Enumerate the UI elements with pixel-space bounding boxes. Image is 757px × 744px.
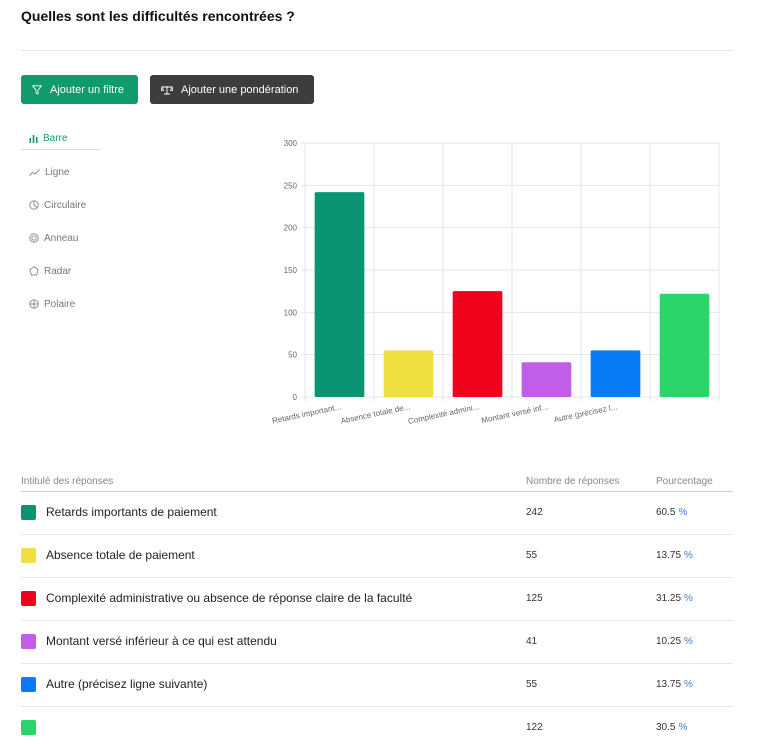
percentage-value: 31.25: [656, 593, 682, 604]
chart-type-bar-label: Barre: [43, 133, 68, 144]
y-tick-label: 50: [288, 351, 297, 360]
color-swatch: [21, 720, 36, 735]
table-row: 122 30.5%: [21, 707, 733, 744]
bar: [383, 350, 434, 397]
y-tick-label: 200: [284, 224, 298, 233]
answer-label: Montant versé inférieur à ce qui est att…: [46, 634, 277, 648]
bar: [452, 291, 503, 397]
percentage-value: 13.75: [656, 679, 682, 690]
y-tick-label: 0: [293, 393, 298, 402]
percent-symbol: %: [678, 722, 688, 733]
add-weighting-label: Ajouter une pondération: [181, 83, 299, 96]
percent-symbol: %: [684, 550, 693, 561]
color-swatch: [21, 548, 36, 563]
answer-count: 41: [526, 636, 538, 647]
table-row: Absence totale de paiement 55 13.75%: [21, 535, 733, 578]
chart-type-bar[interactable]: Barre: [21, 128, 101, 150]
add-filter-button[interactable]: Ajouter un filtre: [21, 75, 138, 104]
bar: [590, 350, 641, 397]
color-swatch: [21, 677, 36, 692]
answer-count: 125: [526, 593, 543, 604]
chart-type-polar[interactable]: Polaire: [21, 293, 101, 315]
add-filter-label: Ajouter un filtre: [50, 83, 124, 96]
table-row: Autre (précisez ligne suivante) 55 13.75…: [21, 664, 733, 707]
percent-symbol: %: [684, 593, 693, 604]
answer-count: 242: [526, 507, 543, 518]
percent-symbol: %: [684, 636, 693, 647]
percentage-value: 60.5: [656, 507, 676, 518]
bar: [521, 362, 572, 397]
scale-icon: [161, 85, 173, 94]
y-tick-label: 300: [284, 139, 298, 148]
percentage-value: 30.5: [656, 722, 676, 733]
percentage-value: 10.25: [656, 636, 682, 647]
answer-count: 55: [526, 679, 538, 690]
chart-type-radar[interactable]: Radar: [21, 260, 101, 282]
answer-count: 55: [526, 550, 538, 561]
x-tick-label: Montant versé inf...: [481, 402, 549, 425]
percentage-value: 13.75: [656, 550, 682, 561]
percent-symbol: %: [678, 507, 688, 518]
table-row: Retards importants de paiement 242 60.5%: [21, 492, 733, 535]
donut-chart-icon: [29, 233, 39, 243]
answer-label: Complexité administrative ou absence de …: [46, 591, 413, 605]
chart-type-donut[interactable]: Anneau: [21, 227, 101, 249]
answer-percentage: 13.75%: [656, 550, 693, 561]
chart-type-donut-label: Anneau: [44, 232, 79, 244]
chart-type-polar-label: Polaire: [44, 298, 76, 310]
table-row: Montant versé inférieur à ce qui est att…: [21, 621, 733, 664]
x-tick-label: Retards important...: [271, 402, 342, 425]
chart-type-line[interactable]: Ligne: [21, 161, 101, 183]
bar-chart-icon: [29, 135, 38, 143]
y-tick-label: 150: [284, 266, 298, 275]
chart-type-line-label: Ligne: [45, 166, 70, 178]
answer-percentage: 10.25%: [656, 636, 693, 647]
color-swatch: [21, 634, 36, 649]
page-title: Quelles sont les difficultés rencontrées…: [21, 8, 295, 24]
header-divider: [21, 50, 733, 51]
color-swatch: [21, 505, 36, 520]
polar-chart-icon: [29, 299, 39, 309]
header-label: Intitulé des réponses: [21, 476, 114, 487]
filter-icon: [32, 84, 42, 94]
answer-percentage: 31.25%: [656, 593, 693, 604]
answer-label: Autre (précisez ligne suivante): [46, 677, 208, 691]
header-percentage: Pourcentage: [656, 476, 713, 487]
chart-type-pie-label: Circulaire: [44, 199, 87, 211]
answer-percentage: 13.75%: [656, 679, 693, 690]
table-row: Complexité administrative ou absence de …: [21, 578, 733, 621]
percent-symbol: %: [684, 679, 693, 690]
x-tick-label: Complexité admini...: [407, 402, 480, 426]
pie-chart-icon: [29, 200, 39, 210]
chart-type-pie[interactable]: Circulaire: [21, 194, 101, 216]
answer-percentage: 30.5%: [656, 722, 687, 733]
chart-type-menu: Barre Ligne Circulaire Anneau Radar Pola…: [21, 128, 101, 326]
y-tick-label: 250: [284, 181, 298, 190]
x-tick-label: Absence totale de...: [340, 402, 411, 426]
table-header: Intitulé des réponses Nombre de réponses…: [21, 476, 733, 492]
line-chart-icon: [29, 168, 40, 176]
bar: [659, 293, 710, 397]
radar-chart-icon: [29, 266, 39, 276]
header-count: Nombre de réponses: [526, 476, 620, 487]
bar: [314, 192, 365, 397]
add-weighting-button[interactable]: Ajouter une pondération: [150, 75, 314, 104]
color-swatch: [21, 591, 36, 606]
bar-chart: 0 50 100 150 200 250 300 Retards important...Ab…: [271, 139, 720, 426]
x-tick-label: Autre (précisez l...: [553, 402, 618, 424]
answer-label: Retards importants de paiement: [46, 505, 217, 519]
chart-type-radar-label: Radar: [44, 265, 72, 277]
answer-count: 122: [526, 722, 543, 733]
answer-percentage: 60.5%: [656, 507, 687, 518]
y-tick-label: 100: [284, 308, 298, 317]
answer-label: Absence totale de paiement: [46, 548, 195, 562]
